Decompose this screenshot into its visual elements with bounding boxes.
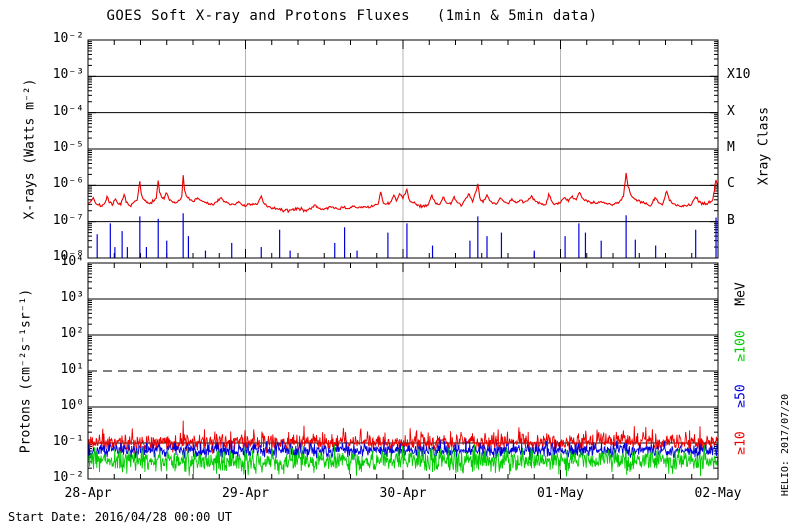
right-axis-label-10: ≥10 — [733, 431, 749, 455]
xray-class-axis-title: Xray Class — [756, 106, 772, 186]
xray-long-1-8A — [88, 172, 718, 214]
proton-panel-y-tick-label: 10⁻² — [52, 470, 84, 485]
right-axis-label-B: B — [727, 212, 735, 228]
right-axis-label-MeV: MeV — [733, 281, 749, 306]
protons-ge100MeV-trace — [88, 444, 718, 477]
proton-panel-y-tick-label: 10⁻¹ — [52, 434, 84, 449]
xray-panel-y-tick-label: 10⁻⁴ — [52, 103, 84, 119]
xray-panel-y-tick-label: 10⁻⁶ — [52, 176, 84, 192]
xray-panel-y-tick-label: 10⁻⁵ — [52, 140, 84, 155]
xray-short-0.5-4A — [96, 213, 717, 258]
x-tick-label-01-May: 01-May — [537, 486, 584, 501]
right-axis-label-M: M — [727, 140, 735, 155]
xray-panel-y-tick-label: 10⁻³ — [52, 67, 84, 83]
protons-ge100MeV — [88, 444, 718, 477]
xray-long-1-8A-trace — [88, 172, 718, 214]
xray-y-axis-title: X-rays (Watts m⁻²) — [22, 78, 38, 220]
x-tick-label-29-Apr: 29-Apr — [222, 486, 269, 501]
right-axis-label-X: X — [727, 103, 735, 119]
proton-panel-y-tick-label: 10³ — [60, 290, 84, 305]
chart-title: GOES Soft X-ray and Protons Fluxes (1min… — [106, 8, 598, 24]
proton-panel-y-tick-label: 10⁰ — [60, 398, 84, 413]
proton-panel-y-tick-label: 10¹ — [60, 362, 84, 377]
right-axis-label-100: ≥100 — [733, 330, 749, 362]
x-tick-label-30-Apr: 30-Apr — [379, 486, 427, 501]
xray-panel-y-tick-label: 10⁻² — [52, 31, 84, 46]
credit-watermark: HELIO: 2017/07/20 — [780, 393, 791, 497]
xray-panel-y-tick-label: 10⁻⁸ — [52, 249, 84, 264]
x-tick-label-28-Apr: 28-Apr — [64, 486, 112, 501]
proton-panel-y-tick-label: 10² — [60, 326, 84, 341]
right-axis-label-50: ≥50 — [733, 384, 749, 408]
start-date-label: Start Date: 2016/04/28 00:00 UT — [8, 510, 232, 524]
proton-panel-y-tick-label: 10⁴ — [60, 254, 84, 269]
proton-y-axis-title: Protons (cm⁻²s⁻¹sr⁻¹) — [18, 288, 34, 454]
right-axis-label-X10: X10 — [727, 67, 751, 83]
right-axis-label-C: C — [727, 176, 735, 192]
xray-panel-y-tick-label: 10⁻⁷ — [52, 212, 84, 228]
x-tick-label-02-May: 02-May — [694, 486, 742, 501]
